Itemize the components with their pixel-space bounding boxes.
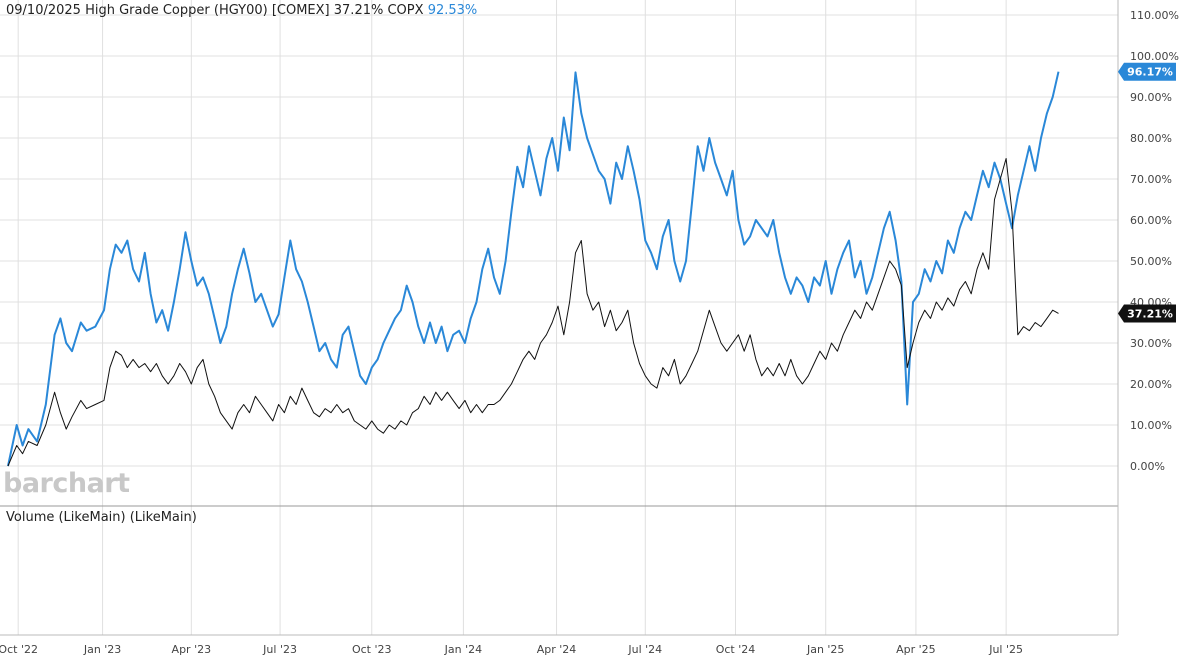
flag-value: 96.17% [1127, 66, 1173, 79]
y-tick-label: 0.00% [1130, 460, 1165, 473]
y-tick-label: 100.00% [1130, 50, 1179, 63]
x-tick-label: Oct '23 [352, 643, 392, 656]
x-tick-label: Jan '23 [83, 643, 121, 656]
flag-value: 37.21% [1127, 307, 1173, 320]
x-tick-label: Apr '24 [537, 643, 577, 656]
y-tick-label: 20.00% [1130, 378, 1172, 391]
header-date: 09/10/2025 [6, 3, 81, 18]
y-tick-label: 50.00% [1130, 255, 1172, 268]
x-tick-label: Oct '22 [0, 643, 38, 656]
copx-series-line [7, 71, 1060, 467]
y-tick-label: 90.00% [1130, 91, 1172, 104]
copper-series-line [7, 158, 1059, 467]
x-axis: Oct '22 Jan '23 Apr '23 Jul '23 Oct '23 Jan '… [0, 643, 1023, 656]
header-primary-label: High Grade Copper (HGY00) [COMEX] [85, 3, 330, 18]
chart-header: 09/10/2025 High Grade Copper (HGY00) [CO… [6, 3, 477, 18]
x-tick-label: Jul '23 [262, 643, 297, 656]
barchart-logo: barchart [3, 468, 130, 499]
y-tick-label: 60.00% [1130, 214, 1172, 227]
y-axis: 0.00%10.00%20.00%30.00%40.00%50.00%60.00… [1130, 9, 1179, 473]
y-tick-label: 10.00% [1130, 419, 1172, 432]
x-tick-label: Jul '24 [627, 643, 662, 656]
x-tick-label: Jul '25 [988, 643, 1023, 656]
header-primary-value: 37.21% [333, 3, 384, 18]
copx-last-value-flag: 96.17% [1118, 62, 1176, 81]
x-tick-label: Apr '25 [896, 643, 936, 656]
x-tick-label: Apr '23 [172, 643, 212, 656]
series-group [7, 71, 1060, 467]
y-tick-label: 110.00% [1130, 9, 1179, 22]
header-secondary-label: COPX [387, 3, 424, 18]
y-tick-label: 30.00% [1130, 337, 1172, 350]
y-tick-label: 70.00% [1130, 173, 1172, 186]
flag-background [1118, 62, 1176, 81]
y-tick-label: 80.00% [1130, 132, 1172, 145]
flag-background [1118, 304, 1176, 323]
copper-last-value-flag: 37.21% [1118, 304, 1176, 323]
volume-panel-label: Volume (LikeMain) (LikeMain) [6, 510, 197, 525]
x-tick-label: Jan '24 [444, 643, 482, 656]
header-secondary-value: 92.53% [427, 3, 478, 18]
x-tick-label: Jan '25 [806, 643, 844, 656]
chart-grid [0, 0, 1118, 636]
x-tick-label: Oct '24 [716, 643, 756, 656]
last-value-flags: 96.17% 37.21% [1118, 62, 1176, 323]
